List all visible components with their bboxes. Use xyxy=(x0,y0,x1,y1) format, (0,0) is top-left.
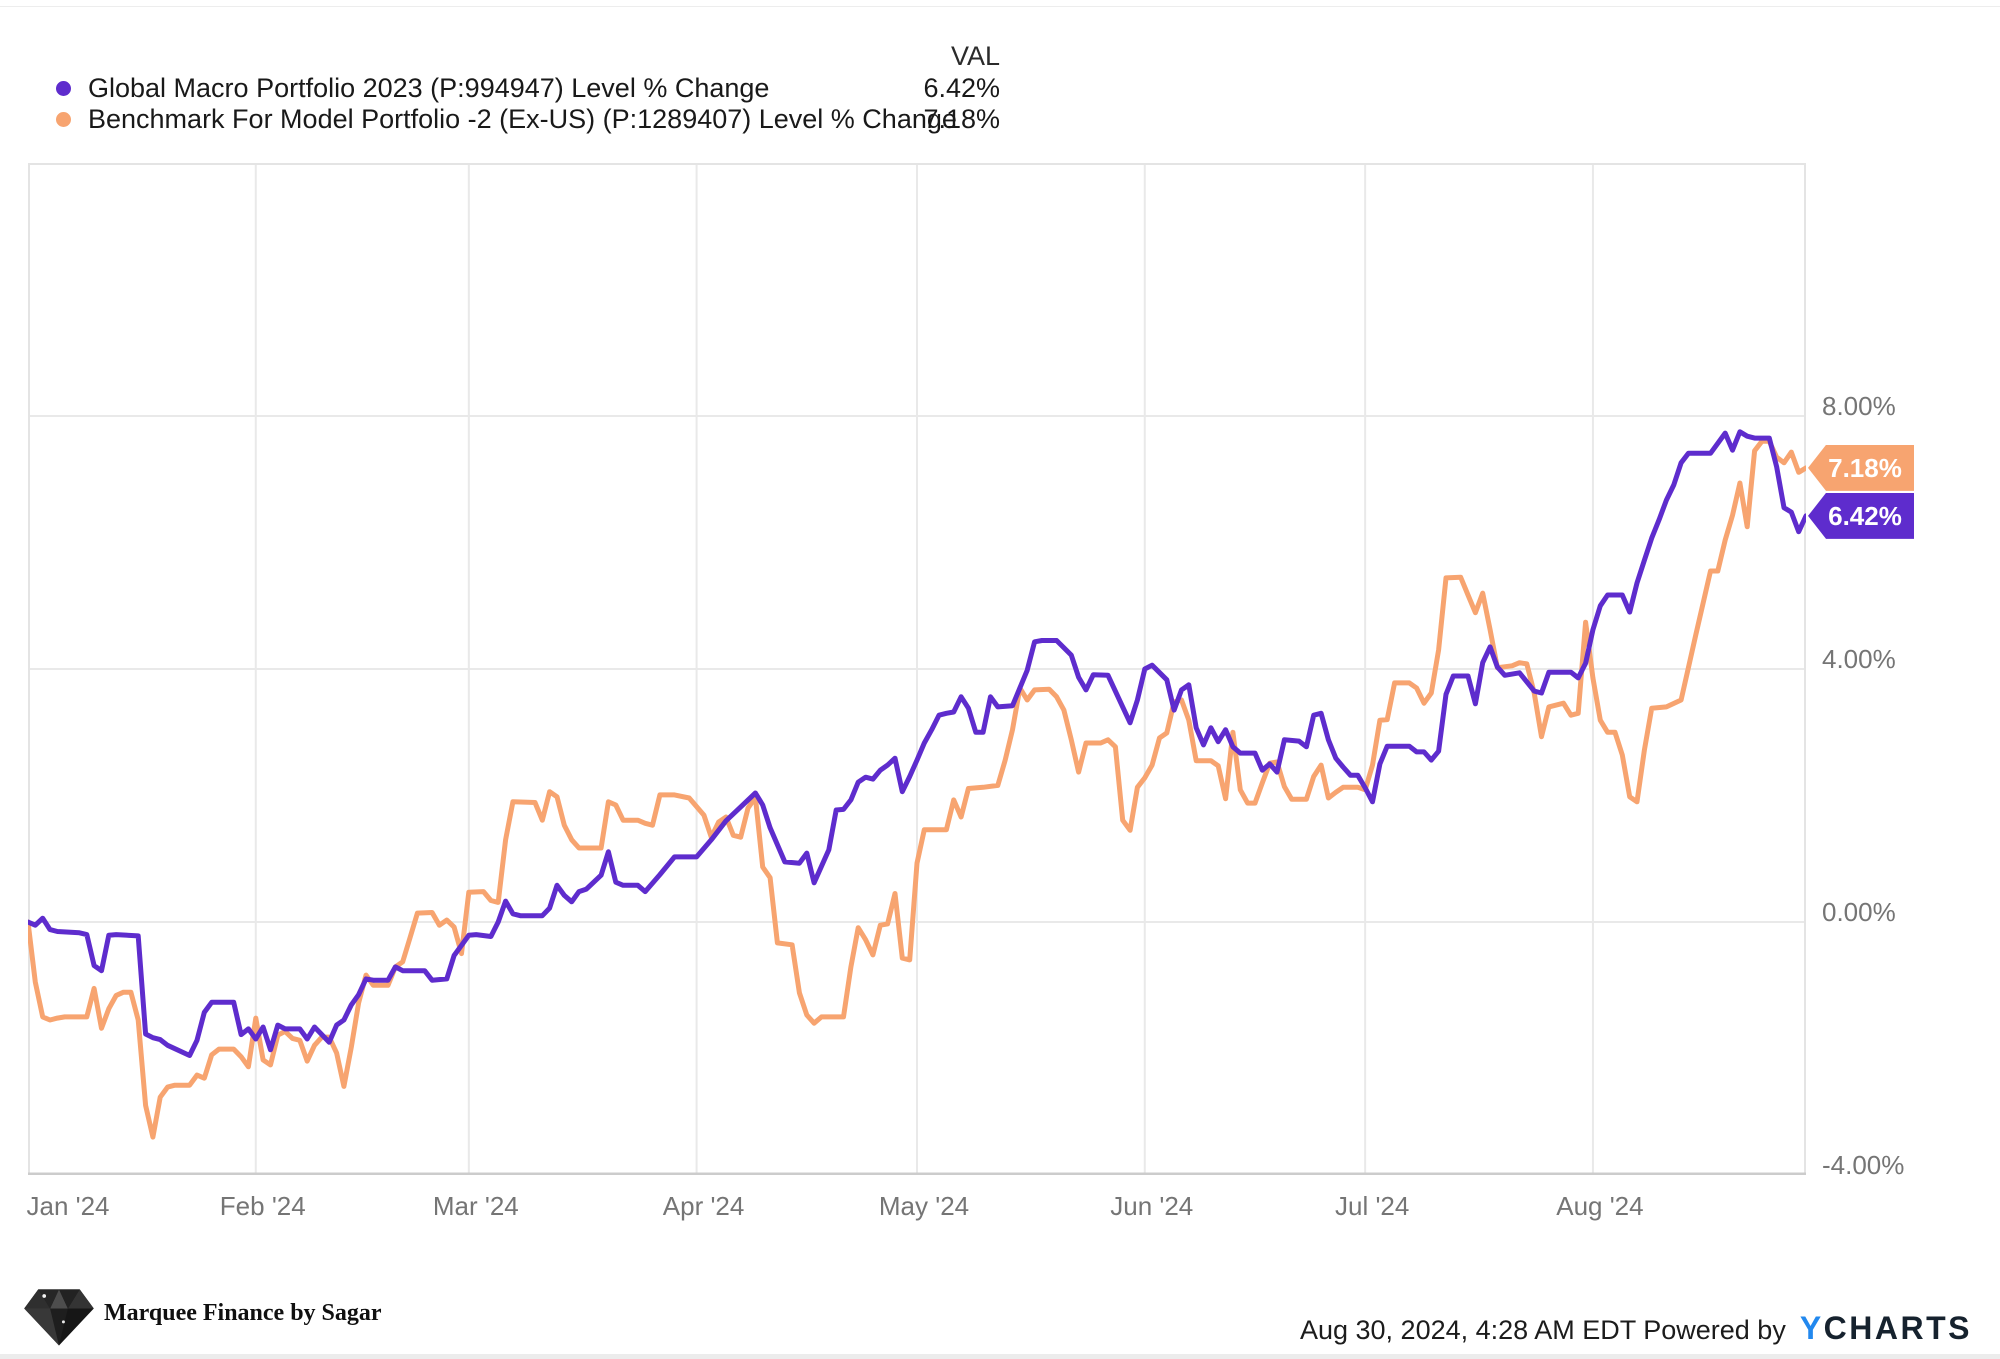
x-axis-label: Jun '24 xyxy=(1110,1191,1194,1221)
series-end-value-badge-purple: 6.42% xyxy=(1808,492,1914,539)
y-axis-label: -4.00% xyxy=(1822,1150,1905,1180)
ycharts-logo[interactable]: YCHARTS xyxy=(1799,1310,1972,1346)
series-line-orange[interactable] xyxy=(28,438,1806,1140)
legend-value-column-header: VAL xyxy=(950,41,1000,71)
legend-item-global-macro[interactable]: Global Macro Portfolio 2023 (P:994947) L… xyxy=(0,73,1010,103)
y-axis-label: 0.00% xyxy=(1822,897,1896,927)
chart-timestamp: Aug 30, 2024, 4:28 AM EDT Powered by xyxy=(1299,1315,1786,1345)
diamond-logo-icon xyxy=(24,1289,94,1346)
x-axis-label: Jan '24 xyxy=(26,1191,110,1221)
series-line-purple[interactable] xyxy=(28,429,1806,1058)
y-axis-label: 8.00% xyxy=(1822,391,1896,421)
bottom-divider xyxy=(0,1354,2000,1359)
x-axis-label: May '24 xyxy=(878,1191,970,1221)
footer-brand-text: Marquee Finance by Sagar xyxy=(104,1299,382,1326)
x-axis-label: Aug '24 xyxy=(1556,1191,1644,1221)
x-axis-label: Feb '24 xyxy=(219,1191,306,1221)
y-axis-label: 4.00% xyxy=(1822,644,1896,674)
plot-area[interactable] xyxy=(28,163,1806,1175)
legend-item-benchmark[interactable]: Benchmark For Model Portfolio -2 (Ex-US)… xyxy=(0,104,1010,134)
x-axis-label: Mar '24 xyxy=(432,1191,519,1221)
legend-series-label: Benchmark For Model Portfolio -2 (Ex-US)… xyxy=(88,104,957,134)
top-divider xyxy=(0,6,2000,7)
series-end-value-badge-orange: 7.18% xyxy=(1808,444,1914,491)
legend: VAL Global Macro Portfolio 2023 (P:99494… xyxy=(0,28,1010,134)
badge-value-text: 7.18% xyxy=(1828,452,1902,483)
legend-series-value: 6.42% xyxy=(923,73,1000,103)
x-axis-label: Jul '24 xyxy=(1335,1191,1410,1221)
x-axis-label: Apr '24 xyxy=(662,1191,745,1221)
line-chart-canvas[interactable] xyxy=(28,163,1806,1175)
series-color-dot-orange xyxy=(56,112,71,127)
badge-value-text: 6.42% xyxy=(1828,500,1902,531)
legend-series-value: 7.18% xyxy=(923,104,1000,134)
footer-brand-left: Marquee Finance by Sagar xyxy=(22,1274,382,1352)
legend-series-label: Global Macro Portfolio 2023 (P:994947) L… xyxy=(88,73,770,103)
footer-attribution: Aug 30, 2024, 4:28 AM EDT Powered by YCH… xyxy=(1300,1310,1972,1347)
series-color-dot-purple xyxy=(56,81,71,96)
